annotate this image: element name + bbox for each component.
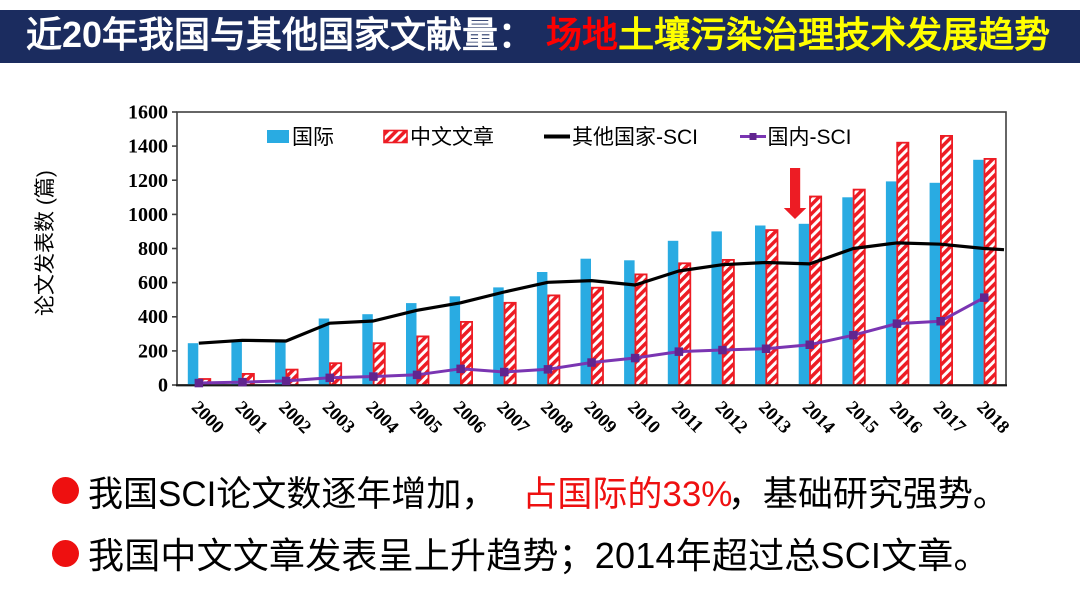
svg-text:800: 800 — [138, 238, 168, 260]
svg-text:2012: 2012 — [711, 398, 751, 438]
svg-text:400: 400 — [138, 306, 168, 328]
svg-text:国内-SCI: 国内-SCI — [768, 126, 852, 149]
svg-text:1200: 1200 — [128, 170, 168, 192]
svg-text:600: 600 — [138, 272, 168, 294]
svg-text:0: 0 — [158, 375, 168, 397]
svg-text:2013: 2013 — [754, 398, 794, 438]
svg-text:2006: 2006 — [449, 398, 489, 438]
svg-text:2004: 2004 — [362, 398, 402, 438]
svg-text:1400: 1400 — [128, 136, 168, 158]
svg-text:2008: 2008 — [536, 398, 576, 438]
svg-text:2001: 2001 — [231, 398, 271, 438]
svg-text:国际: 国际 — [292, 126, 334, 149]
svg-text:2018: 2018 — [972, 398, 1012, 438]
svg-text:2011: 2011 — [667, 398, 707, 438]
svg-text:2017: 2017 — [929, 398, 969, 438]
svg-text:其他国家-SCI: 其他国家-SCI — [572, 126, 698, 149]
svg-text:2015: 2015 — [842, 398, 882, 438]
svg-text:中文文章: 中文文章 — [410, 126, 494, 149]
svg-text:1600: 1600 — [128, 102, 168, 124]
svg-text:2016: 2016 — [885, 398, 925, 438]
svg-text:2007: 2007 — [492, 398, 532, 438]
svg-text:论文发表数 (篇): 论文发表数 (篇) — [34, 170, 57, 316]
svg-text:2010: 2010 — [623, 398, 663, 438]
svg-text:2014: 2014 — [798, 398, 838, 438]
svg-text:2003: 2003 — [318, 398, 358, 438]
svg-text:200: 200 — [138, 340, 168, 362]
svg-text:1000: 1000 — [128, 204, 168, 226]
svg-text:2009: 2009 — [580, 398, 620, 438]
svg-text:2000: 2000 — [187, 398, 227, 438]
svg-text:2002: 2002 — [274, 398, 314, 438]
svg-text:2005: 2005 — [405, 398, 445, 438]
